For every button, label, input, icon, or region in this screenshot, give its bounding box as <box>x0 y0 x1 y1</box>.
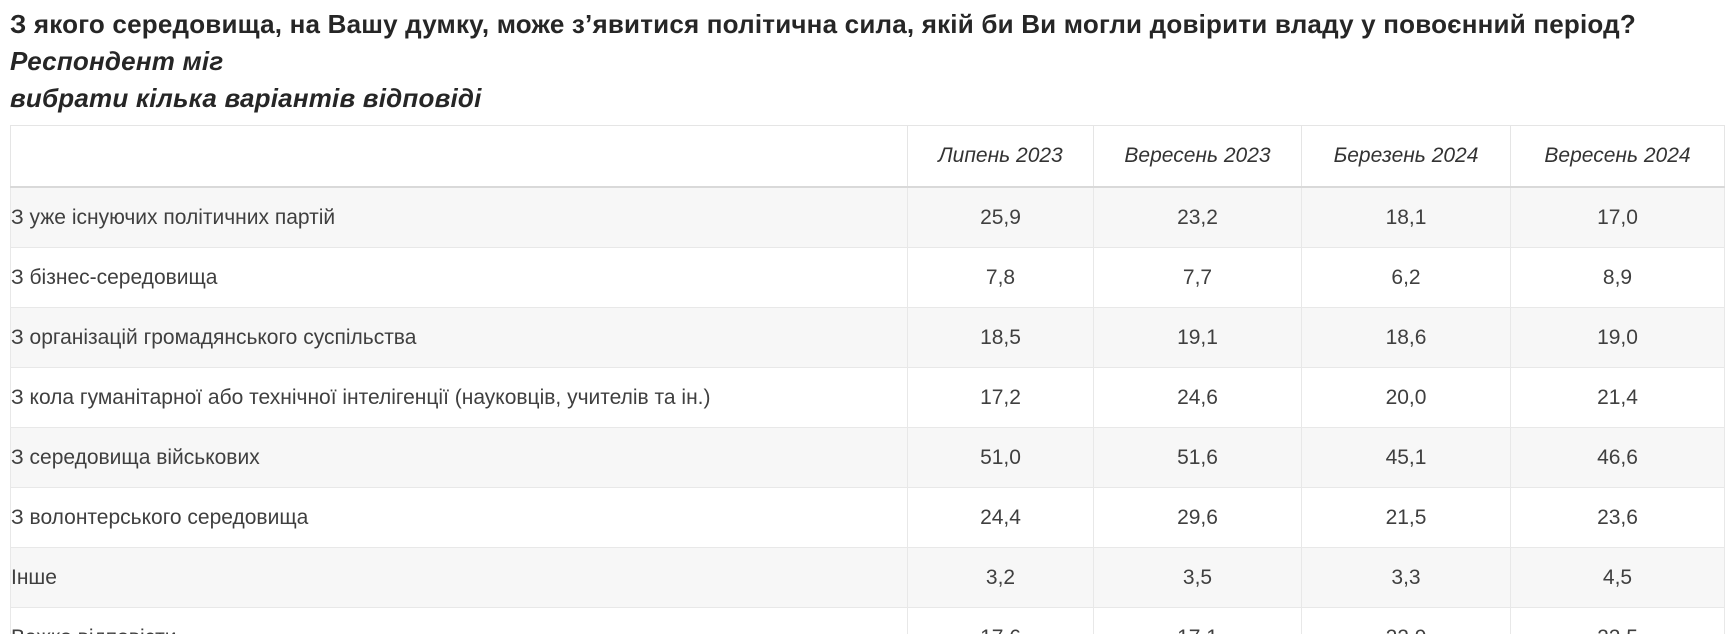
value-cell: 19,1 <box>1093 307 1302 368</box>
value-cell: 17,2 <box>907 367 1094 428</box>
value-cell: 3,5 <box>1093 547 1302 608</box>
table-row: Інше 3,2 3,5 3,3 4,5 <box>10 547 1725 608</box>
value-cell: 23,6 <box>1510 487 1725 548</box>
row-label: З волонтерського середовища <box>10 487 908 548</box>
empty-header-cell <box>10 125 908 188</box>
value-cell: 46,6 <box>1510 427 1725 488</box>
value-cell: 51,6 <box>1093 427 1302 488</box>
value-cell: 7,7 <box>1093 247 1302 308</box>
table-row: Важко відповісти17,617,122,922,5 <box>10 607 1725 634</box>
row-label: Важко відповісти <box>10 607 908 634</box>
value-cell: 7,8 <box>907 247 1094 308</box>
column-header: Вересень 2024 <box>1510 125 1725 188</box>
value-cell: 18,5 <box>907 307 1094 368</box>
table-row: З бізнес-середовища 7,8 7,7 6,2 8,9 <box>10 247 1725 308</box>
value-cell: 17,0 <box>1510 186 1725 248</box>
table-row: З кола гуманітарної або технічної інтелі… <box>10 367 1725 428</box>
column-header: Липень 2023 <box>907 125 1094 188</box>
value-cell: 3,2 <box>907 547 1094 608</box>
value-cell: 22,5 <box>1510 607 1725 634</box>
question-note-line1: Респондент міг <box>10 46 224 76</box>
survey-table: Липень 2023 Вересень 2023 Березень 2024 Вер… <box>10 125 1725 634</box>
table-row: З середовища військових 51,0 51,6 45,1 46,6 <box>10 427 1725 488</box>
row-label: З уже існуючих політичних партій <box>10 186 908 248</box>
value-cell: 23,2 <box>1093 186 1302 248</box>
value-cell: 24,6 <box>1093 367 1302 428</box>
column-header: Вересень 2023 <box>1093 125 1302 188</box>
value-cell: 8,9 <box>1510 247 1725 308</box>
value-cell: 6,2 <box>1301 247 1511 308</box>
page-title: З якого середовища, на Вашу думку, може … <box>10 6 1714 117</box>
value-cell: 19,0 <box>1510 307 1725 368</box>
value-cell: 4,5 <box>1510 547 1725 608</box>
value-cell: 20,0 <box>1301 367 1511 428</box>
value-cell: 25,9 <box>907 186 1094 248</box>
question-note: Респондент міг вибрати кілька варіантів в… <box>10 46 482 113</box>
value-cell: 3,3 <box>1301 547 1511 608</box>
value-cell: 22,9 <box>1301 607 1511 634</box>
value-cell: 45,1 <box>1301 427 1511 488</box>
row-label: З організацій громадянського суспільства <box>10 307 908 368</box>
table-row: З волонтерського середовища 24,4 29,6 21,5 2… <box>10 487 1725 548</box>
value-cell: 21,5 <box>1301 487 1511 548</box>
value-cell: 51,0 <box>907 427 1094 488</box>
value-cell: 24,4 <box>907 487 1094 548</box>
value-cell: 21,4 <box>1510 367 1725 428</box>
value-cell: 17,6 <box>907 607 1094 634</box>
row-label: З середовища військових <box>10 427 908 488</box>
row-label: З бізнес-середовища <box>10 247 908 308</box>
value-cell: 18,1 <box>1301 186 1511 248</box>
question-text: З якого середовища, на Вашу думку, може … <box>10 9 1636 39</box>
value-cell: 17,1 <box>1093 607 1302 634</box>
header-row: Липень 2023 Вересень 2023 Березень 2024 Вер… <box>10 125 1725 188</box>
value-cell: 18,6 <box>1301 307 1511 368</box>
table-row: З організацій громадянського суспільства… <box>10 307 1725 368</box>
column-header: Березень 2024 <box>1301 125 1511 188</box>
row-label: Інше <box>10 547 908 608</box>
value-cell: 29,6 <box>1093 487 1302 548</box>
question-note-line2: вибрати кілька варіантів відповіді <box>10 83 482 113</box>
row-label: З кола гуманітарної або технічної інтелі… <box>10 367 908 428</box>
table-row: З уже існуючих політичних партій 25,9 23,2… <box>10 186 1725 248</box>
